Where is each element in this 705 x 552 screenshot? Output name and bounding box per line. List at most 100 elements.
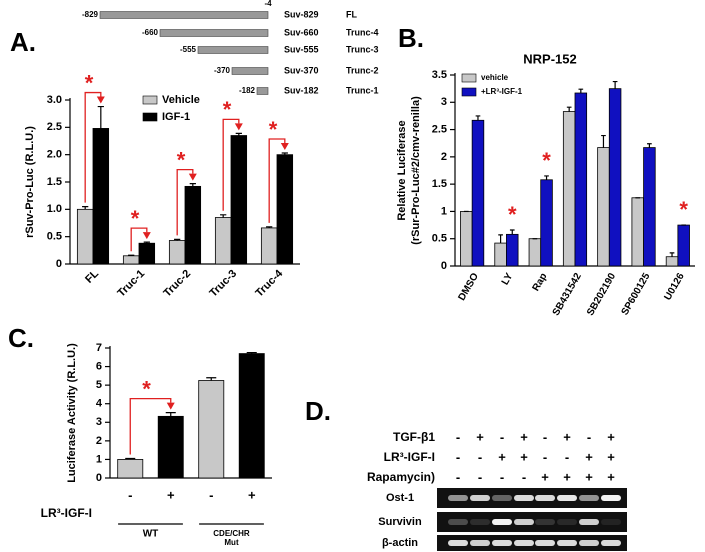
significance-mark: * [679,197,688,222]
construct-bar [159,29,269,37]
treatment-sign: - [456,429,460,444]
gel-band [535,495,555,501]
construct-label: Trunc-3 [346,44,379,54]
error-bar [601,134,606,148]
construct-bar [197,46,269,54]
bar [184,185,202,265]
group-label: CDE/CHR [213,529,250,538]
sig-bracket [222,118,240,211]
legend-swatch [142,95,158,105]
treatment-sign: - [500,429,504,444]
treatment-sign: + [607,469,615,484]
gel-band [448,519,468,525]
bar [92,128,110,265]
construct-label: Trunc-4 [346,27,379,37]
y-axis-label: Luciferase Activity (R.L.U.) [66,343,78,483]
error-bar [235,132,242,136]
treatment-sign: - [478,449,482,464]
bar [76,208,94,265]
y-tick-label: 3.0 [47,94,62,106]
y-tick-label: 3 [441,96,447,108]
construct-name: Suv-660 [284,27,319,37]
treatment-sign: + [585,449,593,464]
panel-label: D. [305,396,331,426]
bar [494,242,507,267]
gel-band [492,540,512,546]
treatment-sign: - [478,469,482,484]
arrow-head [96,96,105,104]
error-bar [125,457,136,460]
error-bar [475,115,481,121]
x-row-label: LR³-IGF-I [41,506,92,520]
sig-bracket [84,91,102,203]
gel-band [557,519,577,525]
legend-label: vehicle [481,73,509,82]
treatment-sign: + [607,449,615,464]
gel-band [470,540,490,546]
bar [138,242,156,265]
band-label: Survivin [378,516,422,528]
y-tick-label: 1 [96,453,102,465]
construct-start: -182 [239,86,256,95]
treatment-sign: - [456,469,460,484]
band-label: Ost-1 [386,492,414,504]
significance-mark: * [269,117,278,142]
arrow-head [234,123,243,131]
y-tick-label: 0 [56,258,62,270]
y-tick-label: 2 [96,435,102,447]
x-tick-label: - [209,487,213,502]
y-tick-label: 1.5 [432,178,447,190]
error-bar [566,106,572,112]
y-tick-label: 1 [441,205,447,217]
y-tick-label: 1.0 [47,203,62,215]
y-tick-label: 3.5 [432,69,447,81]
x-tick-label: Truc-2 [161,268,193,300]
bar [198,380,225,479]
legend-swatch [461,87,477,97]
legend-label: Vehicle [162,94,200,106]
treatment-sign: + [476,429,484,444]
error-bar [509,229,515,235]
treatment-sign: - [543,429,547,444]
bar [276,154,294,265]
error-bar [647,143,652,148]
x-tick-label: Truc-4 [253,267,285,299]
significance-mark: * [542,148,551,173]
error-bar [97,105,104,129]
treatment-label: Rapamycin) [367,470,435,484]
significance-mark: * [177,147,186,172]
gel-band [601,495,621,501]
treatment-sign: - [522,469,526,484]
error-bar [143,241,150,244]
construct-name: Suv-555 [284,44,319,54]
bar [574,92,588,267]
bar [122,255,140,265]
arrow-head [280,143,289,151]
bar [665,256,679,267]
legend-swatch [461,73,477,83]
construct-name: Suv-370 [284,65,319,75]
gel-band [470,495,490,501]
error-bar [281,152,288,155]
bar [260,227,278,265]
x-tick-label: FL [83,268,101,286]
bar [562,111,576,267]
error-bar [498,234,503,244]
construct-label: FL [346,9,357,19]
treatment-label: LR³-IGF-I [384,450,435,464]
treatment-sign: - [543,449,547,464]
treatment-sign: + [520,449,528,464]
arrow-head [188,173,197,181]
y-tick-label: 1.5 [47,176,62,188]
construct-bar [256,87,269,95]
error-bar [174,238,181,241]
error-bar [544,175,549,180]
end-label: -4 [264,0,272,8]
error-bar [128,254,135,256]
construct-label: Trunc-2 [346,65,379,75]
treatment-sign: - [587,429,591,444]
x-tick-label: + [167,487,175,502]
y-tick-label: 6 [96,360,102,372]
sig-bracket [268,138,286,223]
